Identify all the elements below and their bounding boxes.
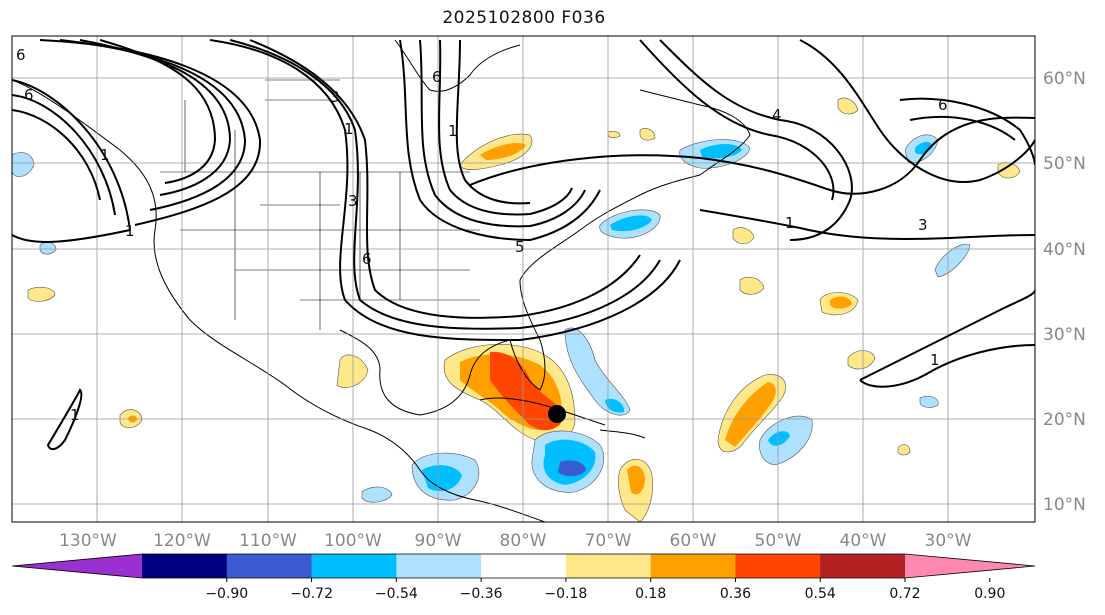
colorbar-tick-label: −0.18	[544, 586, 587, 602]
colorbar-extend-high	[905, 554, 1035, 578]
colorbar-tick-label: −0.90	[205, 586, 248, 602]
colorbar-extend-low	[12, 554, 142, 578]
colorbar-bin	[311, 554, 397, 578]
colorbar-tick-label: 0.36	[720, 586, 751, 602]
contour-labels: 6 1 3 6 1 3 6 1 5 6 1 4 6 1 1 3 1	[16, 46, 948, 424]
lon-label: 50°W	[755, 531, 802, 551]
lat-label: 10°N	[1043, 495, 1086, 515]
colorbar-bin	[820, 554, 906, 578]
contour-label: 6	[24, 86, 34, 104]
contour-label: 1	[125, 222, 135, 240]
political-borders	[160, 79, 480, 330]
contour-label: 1	[930, 351, 940, 369]
colorbar-bin	[565, 554, 652, 578]
lon-label: 100°W	[324, 531, 382, 551]
colorbar-bin	[650, 554, 736, 578]
contour-label: 6	[432, 68, 442, 86]
contours	[12, 39, 1035, 451]
lon-label: 80°W	[500, 531, 547, 551]
map-plot-area: 6 1 3 6 1 3 6 1 5 6 1 4 6 1 1 3 1	[12, 36, 1035, 522]
graticule	[12, 36, 1035, 522]
contour-label: 3	[330, 88, 340, 106]
lat-label: 30°N	[1043, 325, 1086, 345]
lon-label: 130°W	[59, 531, 117, 551]
colorbar-tick-label: 0.54	[805, 586, 836, 602]
colorbar: −0.90 −0.72 −0.54 −0.36 −0.18 0.18 0.36 0.54 0.7…	[11, 553, 1036, 602]
map-title: 2025102800 F036	[442, 8, 606, 28]
colorbar-tick-label: −0.36	[460, 586, 503, 602]
storm-center-marker	[548, 405, 566, 423]
colorbar-bin	[226, 554, 313, 578]
contour-label: 6	[362, 250, 372, 268]
colorbar-outline	[11, 553, 1036, 579]
lat-label: 60°N	[1043, 69, 1086, 89]
map-frame	[11, 35, 1036, 523]
lon-label: 90°W	[415, 531, 462, 551]
contour-label: 6	[16, 46, 26, 64]
lon-label: 60°W	[670, 531, 717, 551]
contour-label: 4	[772, 106, 782, 124]
contour-label: 1	[70, 406, 80, 424]
colorbar-tick-label: 0.90	[974, 586, 1005, 602]
contour-label: 3	[918, 216, 928, 234]
lon-label: 40°W	[840, 531, 887, 551]
colorbar-tick-label: −0.72	[290, 586, 333, 602]
colorbar-bin	[142, 554, 228, 578]
colorbar-tick-label: −0.54	[375, 586, 418, 602]
colorbar-tick-label: 0.72	[889, 586, 920, 602]
longitude-axis: 130°W 120°W 110°W 100°W 90°W 80°W 70°W 6…	[59, 531, 972, 551]
shaded-anomalies	[12, 97, 1021, 522]
lon-label: 30°W	[925, 531, 972, 551]
lon-label: 70°W	[585, 531, 632, 551]
contour-label: 6	[938, 96, 948, 114]
lat-label: 20°N	[1043, 410, 1086, 430]
contour-label: 1	[100, 146, 110, 164]
lon-label: 110°W	[239, 531, 297, 551]
contour-label: 5	[515, 238, 525, 256]
lon-label: 120°W	[153, 531, 211, 551]
contour-label: 3	[348, 192, 358, 210]
lat-label: 50°N	[1043, 154, 1086, 174]
contour-label: 1	[344, 120, 354, 138]
contour-label: 1	[448, 122, 458, 140]
latitude-axis: 60°N 50°N 40°N 30°N 20°N 10°N	[1043, 69, 1086, 515]
colorbar-bin	[481, 554, 567, 578]
lat-label: 40°N	[1043, 240, 1086, 260]
contour-label: 1	[785, 214, 795, 232]
coastlines	[12, 38, 751, 522]
colorbar-tick-label: 0.18	[635, 586, 666, 602]
colorbar-bin	[396, 554, 482, 578]
colorbar-bin	[735, 554, 821, 578]
